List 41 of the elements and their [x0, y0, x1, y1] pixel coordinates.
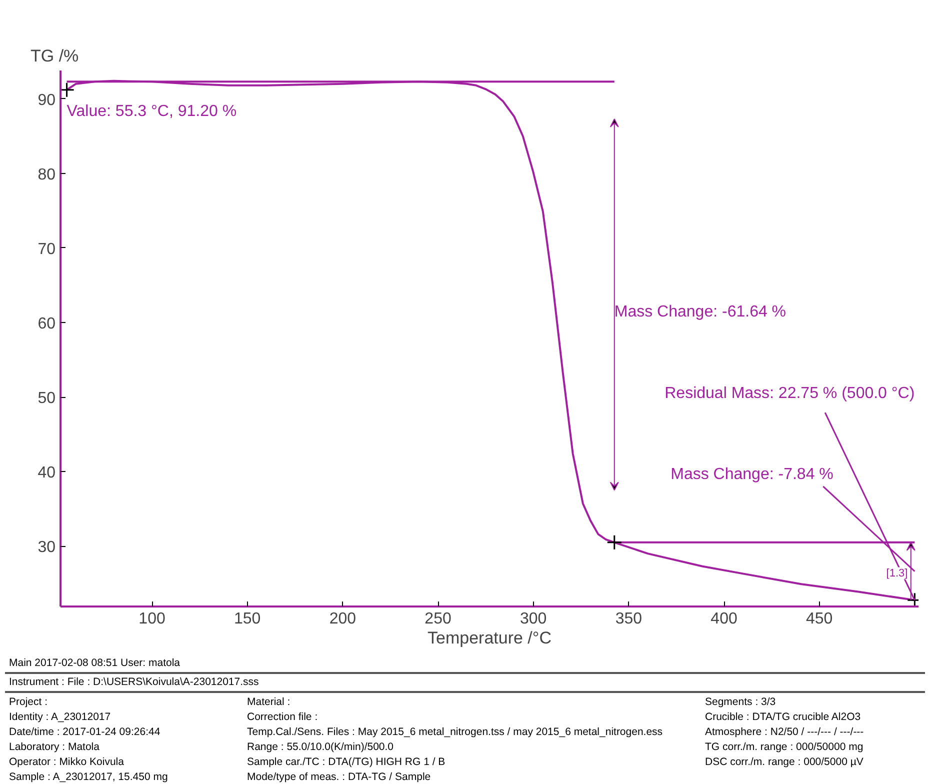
x-axis-title: Temperature /°C [428, 628, 552, 648]
text: Operator : Mikko Koivula [9, 755, 125, 770]
x-tick-label: 300 [520, 610, 547, 628]
text: Project : [9, 695, 49, 710]
text: Crucible : DTA/TG crucible Al2O3 [705, 710, 862, 725]
x-tick-label: 400 [710, 610, 738, 628]
text: Range : 55.0/10.0(K/min)/500.0 [247, 740, 395, 755]
x-tick-label: 350 [615, 610, 642, 628]
y-axis-title: TG /% [30, 46, 79, 66]
x-tick-label: 200 [329, 610, 356, 628]
annotation: Residual Mass: 22.75 % (500.0 °C) [664, 384, 915, 402]
text: Instrument : File : D:\USERS\Koivula\A-23012017.sss [5, 674, 925, 693]
y-tick-label: 80 [38, 166, 56, 184]
annotation: Value: 55.3 °C, 91.20 % [66, 102, 237, 120]
annotation: [1.3] [886, 567, 908, 580]
annotation: Mass Change: -61.64 % [614, 304, 786, 321]
text: Main 2017-02-08 08:51 User: matola [5, 655, 925, 674]
text: Atmosphere : N2/50 / ---/--- / ---/--- [705, 725, 865, 740]
text: Date/time : 2017-01-24 09:26:44 [9, 725, 162, 740]
y-tick-label: 70 [38, 240, 56, 258]
text: Correction file : [247, 710, 319, 725]
x-tick-label: 100 [138, 610, 166, 628]
annotation: Mass Change: -7.84 % [670, 466, 834, 483]
x-tick-label: 250 [424, 610, 452, 628]
text: Laboratory : Matola [9, 740, 100, 755]
text: Sample car./TC : DTA(/TG) HIGH RG 1 / B [247, 755, 446, 770]
y-tick-label: 60 [38, 315, 56, 332]
text: Temp.Cal./Sens. Files : May 2015_6 metal_nitrogen.tss / may 2015_6 metal_nitrogen.ess [247, 725, 664, 740]
text: Identity : A_23012017 [9, 710, 112, 725]
y-tick-label: 50 [38, 390, 56, 408]
text: Material : [247, 695, 292, 710]
y-tick-label: 30 [38, 539, 56, 556]
y-tick-label: 40 [38, 464, 56, 482]
text: TG corr./m. range : 000/50000 mg [705, 740, 864, 755]
text: Sample : A_23012017, 15.450 mg [9, 770, 169, 784]
text: Segments : 3/3 [705, 695, 777, 710]
y-tick-label: 90 [38, 92, 56, 109]
x-tick-label: 450 [806, 610, 833, 628]
text: Mode/type of meas. : DTA-TG / Sample [247, 770, 432, 784]
x-tick-label: 150 [234, 610, 261, 628]
text: DSC corr./m. range : 000/5000 µV [705, 755, 864, 770]
